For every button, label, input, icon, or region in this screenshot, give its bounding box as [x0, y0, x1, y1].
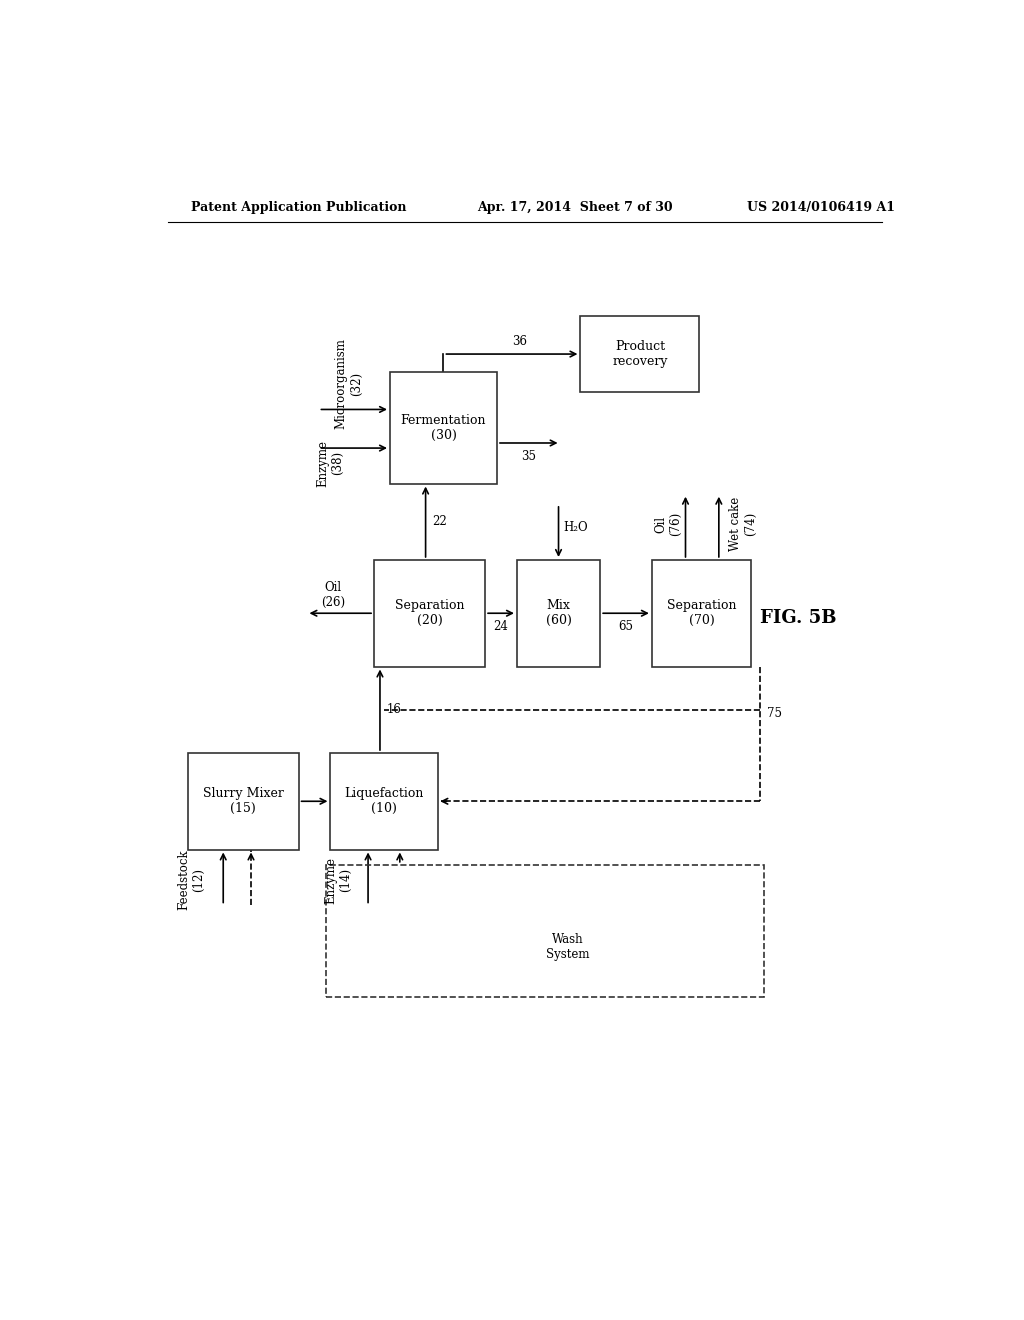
- Text: 65: 65: [618, 620, 634, 634]
- FancyBboxPatch shape: [374, 560, 485, 667]
- Text: Enzyme
(14): Enzyme (14): [324, 857, 352, 904]
- Text: Slurry Mixer
(15): Slurry Mixer (15): [203, 787, 284, 816]
- Text: 75: 75: [767, 708, 782, 721]
- FancyBboxPatch shape: [390, 372, 497, 483]
- Text: Oil
(76): Oil (76): [654, 512, 682, 536]
- Text: 16: 16: [387, 704, 401, 717]
- Text: Wash
System: Wash System: [546, 933, 589, 961]
- Text: H₂O: H₂O: [563, 521, 589, 533]
- Text: Enzyme
(38): Enzyme (38): [316, 440, 344, 487]
- Text: Separation
(70): Separation (70): [667, 599, 736, 627]
- FancyBboxPatch shape: [517, 560, 600, 667]
- Text: Feedstock
(12): Feedstock (12): [177, 850, 206, 911]
- Text: Fermentation
(30): Fermentation (30): [400, 413, 486, 442]
- FancyBboxPatch shape: [331, 752, 437, 850]
- Text: Microorganism
(32): Microorganism (32): [335, 339, 362, 429]
- Text: 35: 35: [521, 450, 537, 463]
- Text: Liquefaction
(10): Liquefaction (10): [344, 787, 424, 816]
- Text: 22: 22: [432, 515, 447, 528]
- Text: Oil
(26): Oil (26): [321, 581, 345, 609]
- Text: US 2014/0106419 A1: US 2014/0106419 A1: [748, 201, 895, 214]
- Text: Wet cake
(74): Wet cake (74): [729, 498, 757, 552]
- Text: 36: 36: [512, 335, 527, 348]
- Text: Separation
(20): Separation (20): [395, 599, 464, 627]
- Text: Apr. 17, 2014  Sheet 7 of 30: Apr. 17, 2014 Sheet 7 of 30: [477, 201, 673, 214]
- FancyBboxPatch shape: [652, 560, 751, 667]
- FancyBboxPatch shape: [581, 315, 699, 392]
- FancyBboxPatch shape: [187, 752, 299, 850]
- Text: Product
recovery: Product recovery: [612, 341, 668, 368]
- Text: Patent Application Publication: Patent Application Publication: [191, 201, 407, 214]
- Text: Mix
(60): Mix (60): [546, 599, 571, 627]
- Text: FIG. 5B: FIG. 5B: [761, 610, 837, 627]
- Text: 24: 24: [494, 620, 509, 634]
